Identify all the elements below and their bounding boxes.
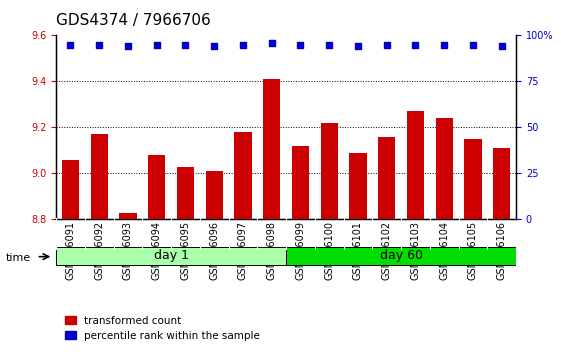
Point <box>296 42 305 47</box>
Bar <box>148 155 165 354</box>
Bar <box>234 132 251 354</box>
Bar <box>435 118 453 354</box>
Bar <box>350 153 366 354</box>
Point <box>325 42 334 47</box>
FancyBboxPatch shape <box>286 247 516 264</box>
Bar <box>378 137 396 354</box>
Bar <box>292 146 309 354</box>
Bar <box>263 79 280 354</box>
Point <box>411 42 420 47</box>
Text: GDS4374 / 7966706: GDS4374 / 7966706 <box>56 13 211 28</box>
Point <box>497 44 506 49</box>
Point <box>95 42 104 47</box>
Point <box>267 40 276 46</box>
Bar <box>62 160 79 354</box>
Point <box>123 44 132 49</box>
Bar <box>119 212 136 354</box>
Bar <box>320 123 338 354</box>
Bar <box>407 111 424 354</box>
Bar <box>465 139 481 354</box>
Text: day 1: day 1 <box>154 249 188 262</box>
Text: day 60: day 60 <box>380 249 422 262</box>
Bar <box>205 171 223 354</box>
Point <box>440 42 449 47</box>
Point <box>181 42 190 47</box>
Point <box>238 42 247 47</box>
Point <box>382 42 391 47</box>
Point <box>353 44 362 49</box>
FancyBboxPatch shape <box>56 247 286 264</box>
Legend: transformed count, percentile rank within the sample: transformed count, percentile rank withi… <box>61 312 264 345</box>
Text: time: time <box>6 253 31 263</box>
Bar <box>90 135 108 354</box>
Point <box>66 42 75 47</box>
Bar <box>493 148 511 354</box>
Point <box>210 44 219 49</box>
Point <box>468 42 477 47</box>
Point <box>152 42 161 47</box>
Bar <box>177 167 194 354</box>
